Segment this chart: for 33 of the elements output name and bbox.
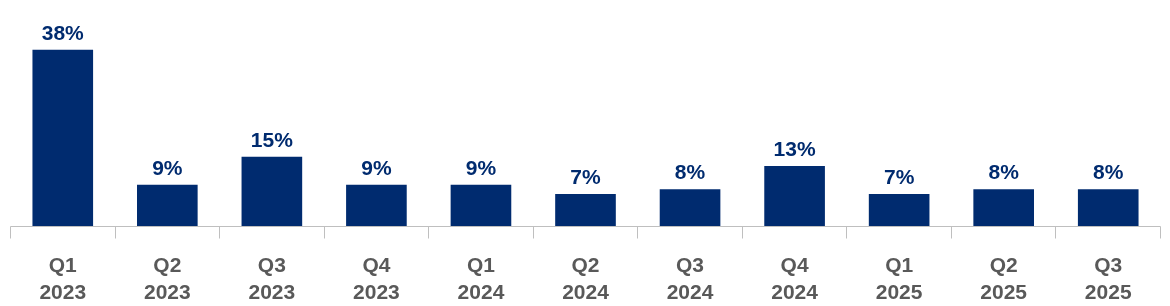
data-label: 8% — [674, 160, 706, 184]
x-tick-label: Q4 2024 — [771, 252, 819, 304]
bar — [1077, 189, 1139, 227]
bar — [659, 189, 721, 227]
data-label: 9% — [465, 155, 497, 179]
data-label: 38% — [41, 20, 85, 44]
bar — [973, 189, 1034, 227]
data-label: 9% — [361, 155, 392, 179]
x-tick-label: Q2 2024 — [562, 252, 610, 304]
x-tick-label: Q2 2023 — [143, 252, 191, 304]
bar — [137, 184, 198, 227]
bar — [450, 184, 512, 227]
x-tick-label: Q3 2023 — [248, 252, 296, 304]
data-label: 15% — [250, 127, 294, 151]
x-tick-label: Q1 2025 — [875, 252, 923, 304]
bar — [555, 193, 616, 227]
bar — [764, 166, 825, 227]
bar — [241, 156, 303, 227]
data-label: 7% — [570, 164, 601, 188]
bar — [346, 184, 407, 227]
data-label: 13% — [773, 137, 816, 161]
data-label: 8% — [1093, 160, 1124, 184]
x-tick-label: Q1 2024 — [457, 252, 505, 304]
x-tick-label: Q3 2025 — [1084, 252, 1132, 304]
x-tick-label: Q1 2023 — [39, 252, 87, 304]
data-label: 7% — [883, 164, 915, 188]
x-tick-label: Q2 2025 — [980, 252, 1028, 304]
x-tick-label: Q4 2023 — [353, 252, 400, 304]
data-label: 9% — [152, 155, 183, 179]
bar — [868, 193, 930, 227]
data-label: 8% — [988, 160, 1020, 184]
bar — [32, 49, 94, 227]
x-tick-label: Q3 2024 — [666, 252, 714, 304]
